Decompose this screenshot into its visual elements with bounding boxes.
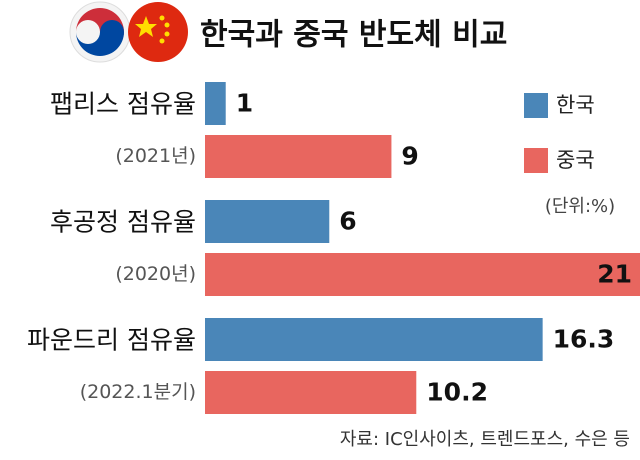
legend-label: 한국 xyxy=(556,93,595,117)
category-label: 파운드리 점유율 xyxy=(27,326,196,355)
value-label: 1 xyxy=(236,89,253,118)
bar xyxy=(205,82,226,125)
category-label: 팹리스 점유율 xyxy=(50,90,196,119)
legend-label: 중국 xyxy=(556,148,595,172)
category-period: (2020년) xyxy=(115,263,196,285)
legend-swatch xyxy=(524,148,548,173)
flags xyxy=(69,1,188,63)
unit-note: (단위:%) xyxy=(545,196,615,217)
category-period: (2021년) xyxy=(115,145,196,167)
value-label: 9 xyxy=(401,142,418,171)
value-label: 6 xyxy=(339,207,356,236)
category-label: 후공정 점유율 xyxy=(50,208,196,237)
bar xyxy=(205,200,330,243)
bar xyxy=(205,135,392,178)
legend-swatch xyxy=(524,93,548,118)
value-label: 16.3 xyxy=(553,325,615,354)
bar xyxy=(205,318,543,361)
source: 자료: IC인사이츠, 트렌드포스, 수은 등 xyxy=(340,429,630,450)
category-period: (2022.1분기) xyxy=(80,381,196,403)
value-label: 21 xyxy=(597,260,632,289)
value-label: 10.2 xyxy=(426,378,488,407)
bar xyxy=(205,371,417,414)
bar xyxy=(205,253,640,296)
chart-title: 한국과 중국 반도체 비교 xyxy=(200,18,507,53)
